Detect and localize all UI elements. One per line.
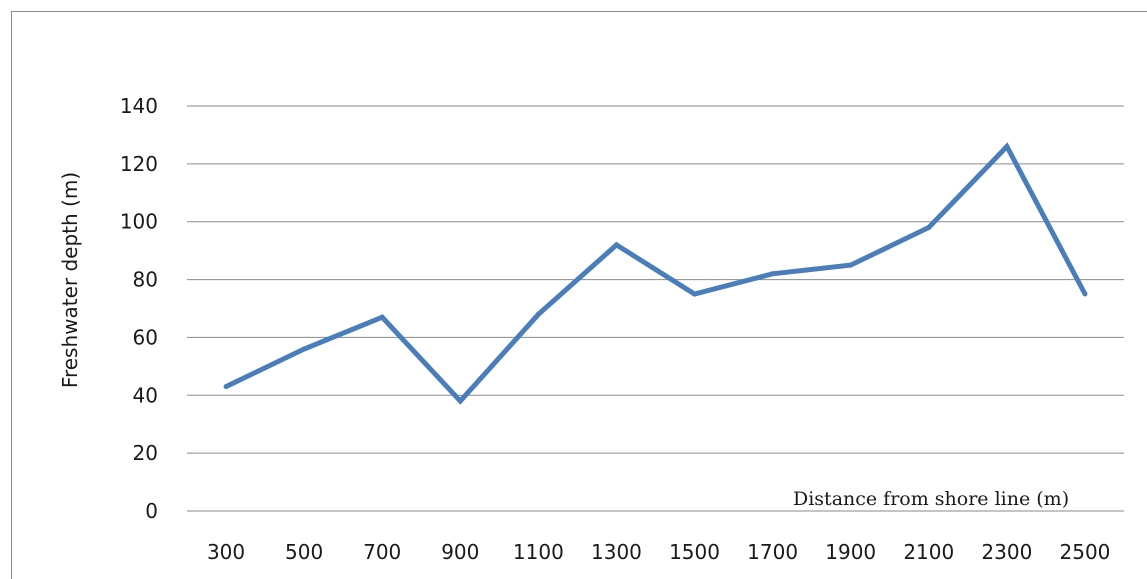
data-point [1082, 291, 1088, 297]
y-tick-label: 100 [120, 210, 158, 234]
y-tick-label: 60 [133, 325, 158, 349]
data-point [379, 314, 385, 320]
data-point [848, 262, 854, 268]
data-point [301, 346, 307, 352]
x-axis-title: Distance from shore line (m) [793, 488, 1069, 510]
x-tick-label: 300 [207, 540, 245, 564]
y-tick-label: 140 [120, 94, 158, 118]
x-tick-label: 900 [441, 540, 479, 564]
x-tick-label: 2100 [903, 540, 954, 564]
y-tick-label: 40 [133, 383, 158, 407]
x-tick-label: 1300 [591, 540, 642, 564]
data-point [926, 225, 932, 230]
data-point [223, 384, 229, 390]
series-line [224, 142, 1088, 405]
data-point [1004, 144, 1010, 149]
x-tick-label: 2500 [1060, 540, 1111, 564]
x-tick-label: 1500 [669, 540, 720, 564]
y-tick-label: 120 [120, 152, 158, 176]
x-tick-label: 2300 [981, 540, 1032, 564]
data-point [770, 271, 776, 277]
x-tick-label: 700 [363, 540, 401, 564]
data-point [457, 398, 463, 404]
y-tick-label: 20 [133, 441, 158, 465]
data-point [613, 242, 619, 248]
y-axis-title: Freshwater depth (m) [58, 172, 82, 388]
x-tick-label: 500 [285, 540, 323, 564]
y-tick-label: 0 [145, 499, 158, 523]
series-layer [223, 142, 1088, 405]
data-point [535, 311, 541, 317]
gridlines [187, 105, 1124, 512]
x-tick-labels: 300 500 700 900 1100 1300 1500 1700 1900 2100 2300… [207, 540, 1110, 564]
x-tick-label: 1700 [747, 540, 798, 564]
y-tick-label: 80 [133, 268, 158, 292]
x-tick-label: 1900 [825, 540, 876, 564]
data-point [692, 291, 698, 297]
y-tick-labels: 0 20 40 60 80 100 120 140 [120, 94, 158, 523]
x-tick-label: 1100 [513, 540, 564, 564]
